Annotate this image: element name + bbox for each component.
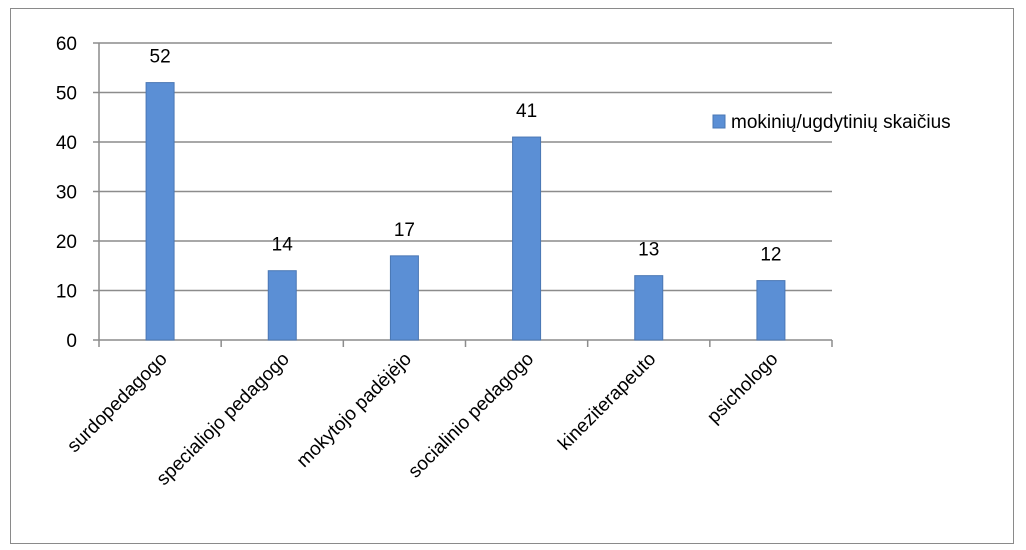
data-label: 52 [150, 47, 171, 68]
y-tick-label: 20 [56, 232, 77, 253]
x-category-label: mokytojo padėjėjo [293, 349, 416, 472]
y-tick-label: 30 [56, 183, 77, 204]
data-label: 41 [516, 101, 537, 122]
data-labels: 52 14 17 41 13 12 [150, 47, 782, 266]
y-tick-label: 50 [56, 84, 77, 105]
legend-label: mokinių/ugdytinių skaičius [731, 112, 951, 133]
bar-specialiojo-pedagogo [267, 270, 297, 341]
data-label: 17 [394, 220, 415, 241]
data-label: 14 [272, 235, 294, 256]
bar-surdopedagogo [145, 82, 175, 341]
y-tick-label: 60 [56, 34, 77, 55]
x-category-label: kineziterapeuto [554, 349, 660, 455]
x-category-label: psichologo [703, 349, 782, 428]
x-category-label: socialinio pedagogo [404, 349, 538, 483]
data-label: 12 [760, 245, 781, 266]
bar-mokytojo-padėjėjo [389, 255, 419, 341]
gridlines [99, 42, 832, 292]
y-tick-label: 40 [56, 133, 77, 154]
bar-kineziterapeuto [634, 275, 664, 341]
x-category-label: specialiojo pedagogo [153, 349, 294, 490]
y-tick-label: 10 [56, 282, 77, 303]
bar-series [145, 82, 786, 341]
legend-swatch [712, 114, 726, 129]
bar-socialinio-pedagogo [512, 136, 542, 341]
y-axis: 0 10 20 30 40 50 60 [56, 34, 100, 352]
bar-psichologo [756, 280, 786, 341]
y-tick-label: 0 [66, 331, 77, 352]
x-axis [98, 339, 833, 347]
chart-frame [10, 8, 1014, 544]
x-category-label: surdopedagogo [63, 349, 171, 457]
data-label: 13 [638, 240, 659, 261]
legend: mokinių/ugdytinių skaičius [712, 112, 951, 133]
